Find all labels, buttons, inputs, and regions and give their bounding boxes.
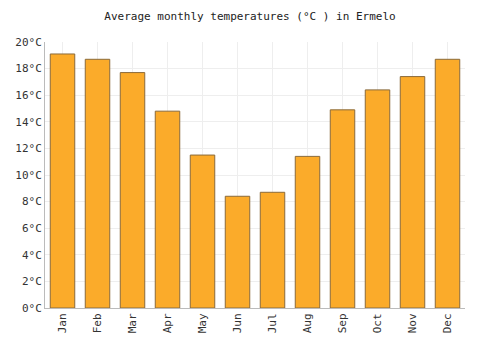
- svg-text:4°C: 4°C: [22, 249, 42, 262]
- svg-text:10°C: 10°C: [15, 169, 42, 182]
- svg-text:12°C: 12°C: [15, 142, 42, 155]
- svg-text:Jul: Jul: [266, 313, 279, 333]
- svg-text:Jun: Jun: [231, 313, 244, 333]
- svg-text:Mar: Mar: [126, 313, 139, 333]
- svg-text:Oct: Oct: [371, 313, 384, 333]
- svg-text:Jan: Jan: [56, 313, 69, 333]
- svg-text:2°C: 2°C: [22, 275, 42, 288]
- svg-text:6°C: 6°C: [22, 222, 42, 235]
- svg-text:16°C: 16°C: [15, 89, 42, 102]
- svg-text:Aug: Aug: [301, 313, 314, 333]
- svg-text:14°C: 14°C: [15, 116, 42, 129]
- svg-text:0°C: 0°C: [22, 302, 42, 315]
- svg-text:Average monthly temperatures (: Average monthly temperatures (°C ) in Er…: [104, 10, 395, 23]
- svg-text:Feb: Feb: [91, 313, 104, 333]
- svg-text:20°C: 20°C: [15, 36, 42, 49]
- svg-text:Sep: Sep: [336, 313, 349, 333]
- svg-text:8°C: 8°C: [22, 195, 42, 208]
- svg-text:May: May: [196, 313, 209, 333]
- svg-text:Dec: Dec: [441, 313, 454, 333]
- svg-text:Apr: Apr: [161, 313, 174, 333]
- svg-text:Nov: Nov: [406, 313, 419, 333]
- svg-text:18°C: 18°C: [15, 62, 42, 75]
